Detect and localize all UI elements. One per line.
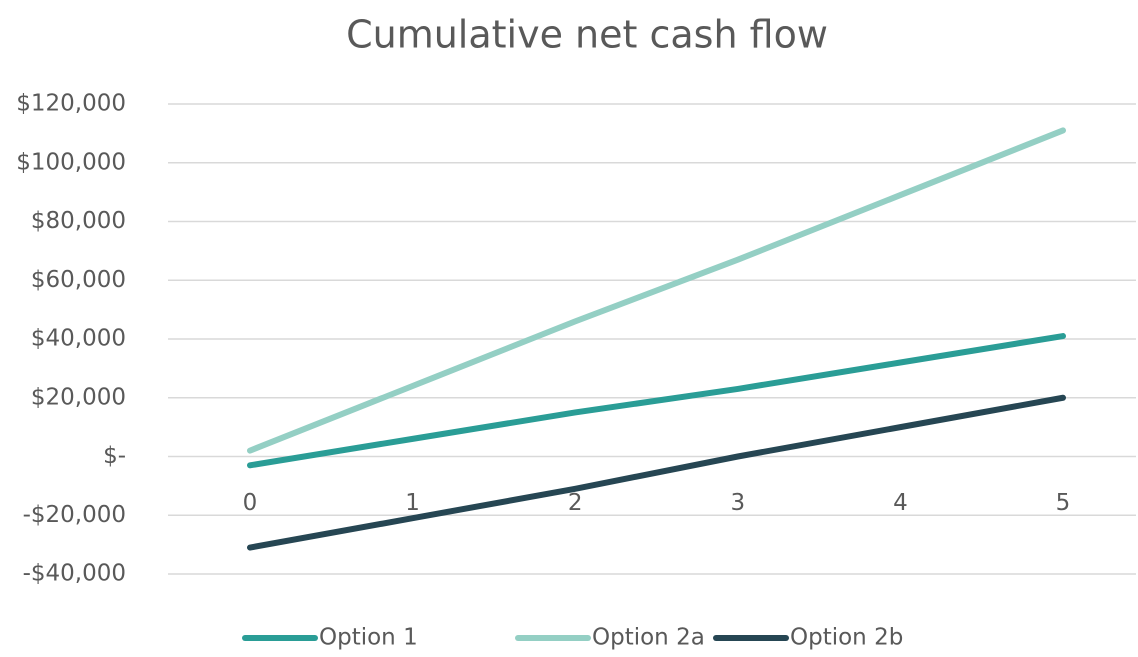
- legend-label: Option 2a: [592, 625, 705, 651]
- chart-title: Cumulative net cash flow: [346, 13, 828, 57]
- x-tick-label: 0: [243, 490, 258, 516]
- x-tick-label: 5: [1056, 490, 1071, 516]
- y-tick-label: $120,000: [16, 91, 126, 117]
- y-tick-label: -$20,000: [23, 502, 126, 528]
- series-line: [247, 394, 1066, 551]
- y-tick-label: -$40,000: [23, 561, 126, 587]
- y-tick-label: $20,000: [31, 384, 126, 410]
- x-tick-label: 2: [568, 490, 583, 516]
- series-line: [247, 333, 1066, 469]
- x-tick-label: 4: [893, 490, 908, 516]
- series-line: [247, 127, 1066, 454]
- y-tick-label: $100,000: [16, 149, 126, 175]
- legend-label: Option 2b: [790, 625, 903, 651]
- legend-label: Option 1: [319, 625, 418, 651]
- x-tick-label: 1: [405, 490, 420, 516]
- y-tick-label: $-: [103, 443, 126, 469]
- x-tick-label: 3: [730, 490, 745, 516]
- y-tick-label: $60,000: [31, 267, 126, 293]
- y-tick-label: $80,000: [31, 208, 126, 234]
- y-tick-label: $40,000: [31, 326, 126, 352]
